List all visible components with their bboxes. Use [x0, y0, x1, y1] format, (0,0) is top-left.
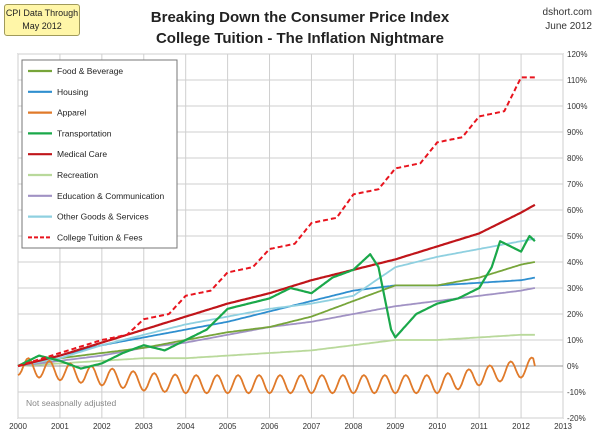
- legend-label: Recreation: [57, 170, 98, 180]
- series-line-food-beverage: [17, 261, 536, 367]
- y-tick-label: 10%: [567, 336, 583, 345]
- cpi-data-badge: CPI Data Through May 2012: [4, 4, 80, 36]
- x-tick-label: 2008: [344, 422, 362, 431]
- x-tick-label: 2009: [386, 422, 404, 431]
- y-tick-label: 60%: [567, 206, 583, 215]
- y-tick-label: 90%: [567, 128, 583, 137]
- x-tick-label: 2012: [512, 422, 530, 431]
- y-tick-label: 70%: [567, 180, 583, 189]
- footnote: Not seasonally adjusted: [26, 398, 117, 408]
- series-line-transportation: [17, 234, 536, 370]
- legend-label: Transportation: [57, 128, 112, 138]
- x-tick-label: 2005: [219, 422, 237, 431]
- y-tick-label: 80%: [567, 154, 583, 163]
- x-tick-label: 2010: [428, 422, 446, 431]
- series-line-college-tuition-fees: [17, 76, 535, 367]
- x-tick-label: 2013: [554, 422, 572, 431]
- series-line-apparel: [17, 356, 536, 395]
- x-tick-label: 2006: [261, 422, 279, 431]
- x-tick-label: 2011: [471, 422, 489, 431]
- legend-label: Housing: [57, 87, 88, 97]
- y-tick-label: -20%: [567, 414, 586, 423]
- series-line-medical-care: [17, 203, 536, 368]
- x-tick-label: 2007: [303, 422, 321, 431]
- legend-label: Medical Care: [57, 149, 107, 159]
- y-tick-label: 0%: [567, 362, 579, 371]
- legend-label: Apparel: [57, 108, 86, 118]
- x-tick-label: 2000: [9, 422, 27, 431]
- y-tick-label: 110%: [567, 76, 587, 85]
- source-credit: dshort.com: [542, 7, 592, 18]
- y-tick-label: 100%: [567, 102, 587, 111]
- legend-label: Other Goods & Services: [57, 212, 149, 222]
- chart-title-line1: Breaking Down the Consumer Price Index: [150, 9, 450, 26]
- legend-label: Food & Beverage: [57, 66, 123, 76]
- x-tick-label: 2003: [135, 422, 153, 431]
- series-line-recreation: [17, 333, 535, 367]
- chart-title-line2: College Tuition - The Inflation Nightmar…: [155, 30, 445, 47]
- y-tick-label: 120%: [567, 50, 587, 59]
- y-tick-label: 40%: [567, 258, 583, 267]
- y-tick-label: 20%: [567, 310, 583, 319]
- cpi-badge-line1: CPI Data Through: [5, 8, 79, 18]
- x-tick-label: 2001: [51, 422, 69, 431]
- legend-label: Education & Communication: [57, 191, 165, 201]
- y-tick-label: 30%: [567, 284, 583, 293]
- x-tick-label: 2004: [177, 422, 195, 431]
- series-line-other-goods-services: [17, 237, 536, 367]
- cpi-badge-line2: May 2012: [22, 21, 62, 31]
- y-tick-label: -10%: [567, 388, 586, 397]
- source-date: June 2012: [545, 21, 592, 32]
- x-tick-label: 2002: [93, 422, 111, 431]
- legend-label: College Tuition & Fees: [57, 232, 143, 242]
- y-tick-label: 50%: [567, 232, 583, 241]
